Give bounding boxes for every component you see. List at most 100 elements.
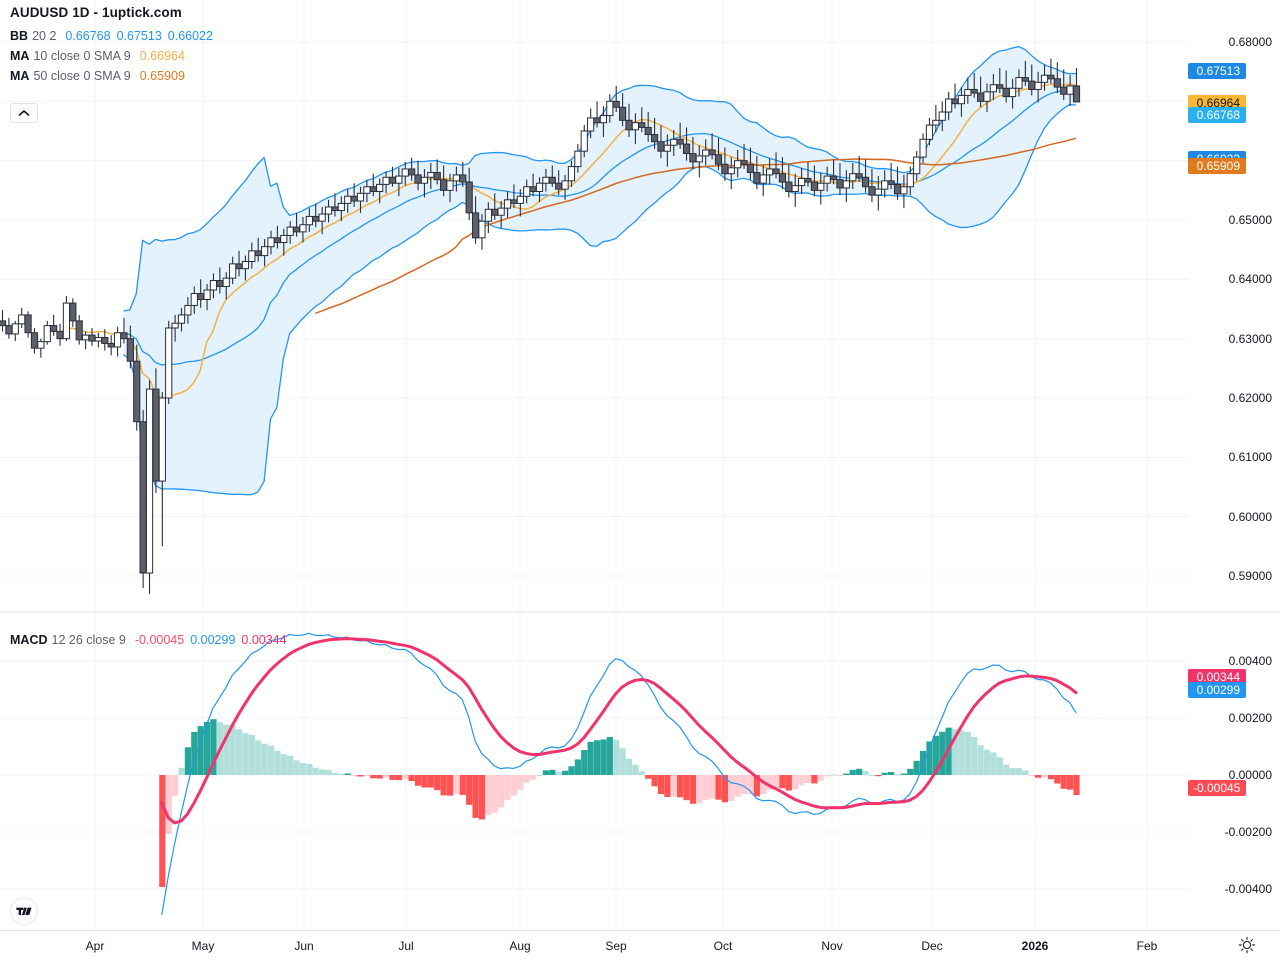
- candle-bullish: [305, 215, 313, 226]
- candle-bullish: [37, 341, 45, 349]
- macd-histogram-bar: [351, 775, 358, 777]
- candle-bearish: [107, 342, 115, 348]
- macd-histogram-bar: [951, 729, 959, 775]
- candle-bullish: [267, 237, 275, 248]
- candle-bullish: [145, 388, 154, 574]
- macd-histogram-bar: [255, 740, 262, 775]
- time-tick-label: Aug: [509, 939, 531, 953]
- candle-bearish: [471, 212, 480, 239]
- macd-histogram-bar: [1015, 768, 1023, 775]
- candle-bearish: [753, 172, 761, 184]
- candle-bullish: [420, 176, 429, 184]
- candle-bullish: [356, 192, 365, 202]
- candle-bearish: [644, 126, 652, 136]
- macd-histogram-bar: [434, 775, 441, 791]
- tradingview-logo[interactable]: [10, 897, 38, 925]
- macd-histogram-bar: [1054, 775, 1061, 784]
- macd-histogram-bar: [856, 768, 863, 775]
- candle-bullish: [919, 138, 927, 158]
- candle-bearish: [1028, 80, 1036, 90]
- chart-settings-button[interactable]: [1238, 936, 1256, 954]
- macd-histogram-bar: [664, 775, 671, 797]
- time-tick-label: Feb: [1136, 939, 1158, 953]
- candle-bullish: [497, 207, 505, 216]
- price-scale[interactable]: 0.68000 0.65000 0.64000 0.63000 0.62000 0.610…: [1188, 0, 1280, 612]
- candle-bearish: [977, 92, 985, 102]
- candle-bearish: [887, 180, 895, 185]
- price-tick-label: 0.68000: [1228, 35, 1272, 49]
- candle-bearish: [1021, 77, 1029, 82]
- candle-bullish: [446, 180, 454, 191]
- macd-histogram-bar: [785, 775, 792, 791]
- candle-bullish: [702, 149, 710, 157]
- candle-bullish: [523, 186, 531, 197]
- candle-bullish: [43, 325, 51, 343]
- candle-bearish: [548, 176, 556, 184]
- macd-badge-signal[interactable]: 0.00344: [1188, 668, 1246, 685]
- candle-bearish: [120, 332, 128, 340]
- candle-bullish: [382, 176, 390, 185]
- macd-histogram-bar: [881, 772, 888, 775]
- candle-bearish: [555, 182, 563, 190]
- macd-histogram-bar: [734, 775, 741, 797]
- candle-bullish: [631, 122, 639, 131]
- candle-bearish: [273, 237, 281, 244]
- candle-bullish: [452, 174, 460, 182]
- candle-bearish: [868, 186, 876, 196]
- candle-bearish: [331, 206, 339, 212]
- collapse-legend-button[interactable]: [10, 103, 38, 123]
- macd-histogram-bar: [645, 775, 652, 779]
- candle-bearish: [657, 141, 665, 152]
- candle-bearish: [312, 215, 320, 222]
- macd-histogram-bar: [504, 775, 511, 801]
- macd-badge-histogram[interactable]: -0.00045: [1188, 779, 1246, 796]
- macd-histogram-bar: [747, 775, 754, 795]
- macd-histogram-bar: [172, 775, 179, 796]
- candle-bullish: [957, 94, 966, 105]
- candle-bullish: [203, 289, 211, 301]
- candle-bearish: [235, 263, 243, 270]
- macd-histogram-bar: [242, 733, 249, 775]
- macd-histogram-bar: [824, 775, 831, 777]
- candle-bearish: [30, 332, 39, 349]
- macd-histogram-bar: [753, 775, 760, 797]
- macd-histogram-bar: [696, 775, 703, 804]
- candle-bearish: [88, 334, 96, 342]
- candle-bullish: [478, 220, 486, 239]
- macd-histogram-bar: [798, 775, 805, 786]
- time-tick-label: Nov: [821, 939, 843, 953]
- candle-bearish: [433, 172, 441, 181]
- macd-histogram-bar: [907, 768, 914, 775]
- price-badge-bb-upper[interactable]: 0.67513: [1188, 62, 1246, 79]
- macd-histogram-bar: [689, 775, 697, 804]
- price-badge-ma50[interactable]: 0.65909: [1188, 158, 1246, 175]
- macd-histogram-bar: [632, 764, 639, 775]
- candle-bearish: [1060, 86, 1068, 95]
- candle-bearish: [746, 163, 755, 174]
- candle-bearish: [459, 174, 467, 183]
- candle-bullish: [516, 195, 524, 204]
- candle-bearish: [1072, 85, 1081, 103]
- candle-bearish: [139, 421, 147, 574]
- macd-histogram-bar: [191, 731, 198, 775]
- macd-scale[interactable]: 0.00400 0.00200 0.00000 -0.00200 -0.00400 0.0…: [1188, 612, 1280, 930]
- candle-bearish: [75, 320, 83, 341]
- macd-histogram-bar: [657, 775, 665, 795]
- macd-histogram-bar: [555, 771, 562, 775]
- macd-histogram-bar: [804, 775, 812, 783]
- candle-bullish: [913, 156, 921, 175]
- candle-bearish: [785, 181, 793, 193]
- candle-bearish: [778, 173, 787, 183]
- candle-bearish: [491, 208, 499, 216]
- macd-histogram-bar: [466, 775, 473, 805]
- price-badge-bb-basis[interactable]: 0.66768: [1188, 107, 1246, 124]
- macd-badge-macd[interactable]: 0.00299: [1188, 681, 1246, 698]
- time-scale[interactable]: Apr May Jun Jul Aug Sep Oct Nov Dec 2026 Feb: [0, 930, 1280, 961]
- candle-bearish: [676, 138, 684, 145]
- time-tick-label: Oct: [713, 939, 733, 953]
- candle-bullish: [574, 150, 582, 168]
- macd-histogram-bar: [299, 763, 307, 775]
- candle-bearish: [740, 160, 748, 165]
